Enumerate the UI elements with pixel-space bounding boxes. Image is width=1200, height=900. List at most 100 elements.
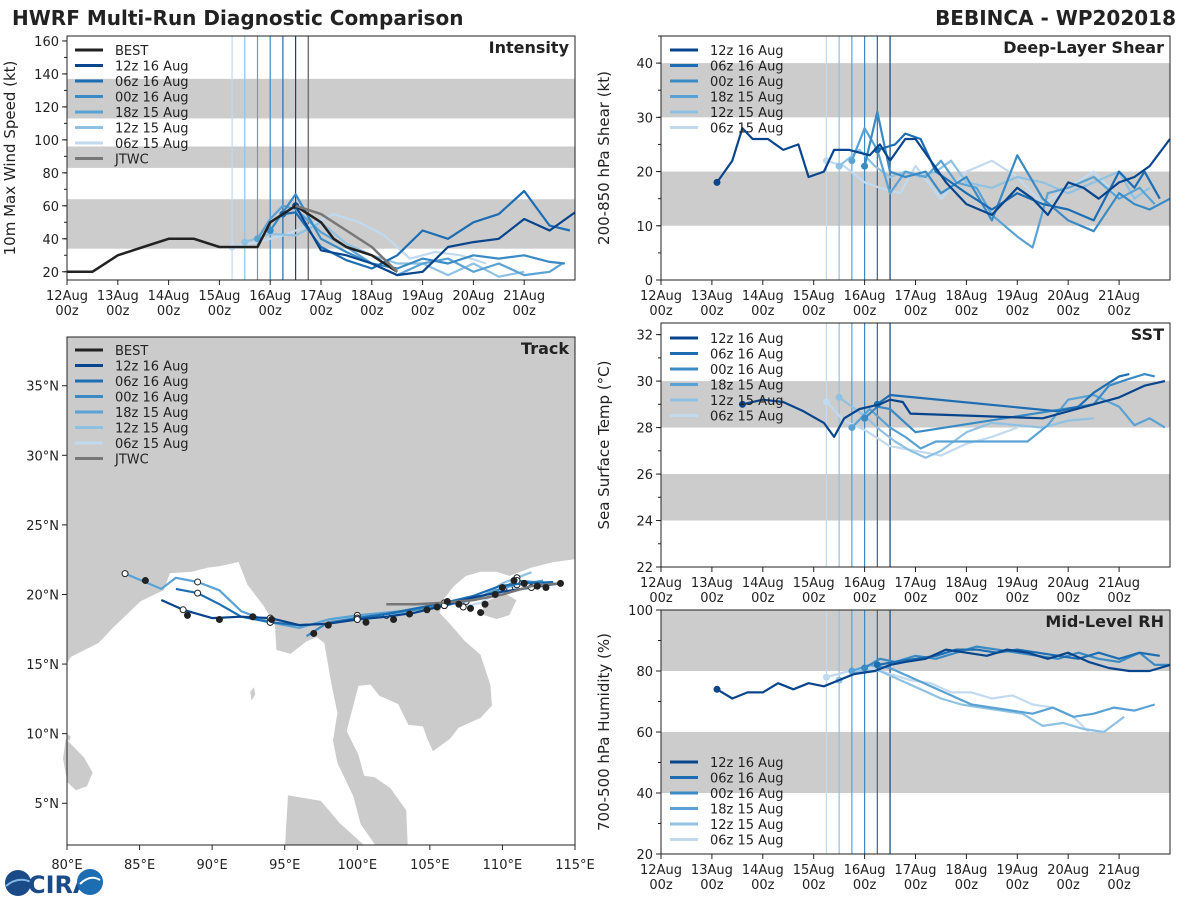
x-tick-label: 14Aug 00z [742, 576, 784, 606]
x-tick-label: 15Aug 00z [793, 289, 835, 319]
series-start-point [254, 235, 261, 243]
y-tick-label: 40 [636, 787, 653, 802]
x-tick-date: 19Aug [996, 289, 1038, 304]
plot-frame [66, 336, 576, 846]
x-tick-label: 17Aug 00z [895, 863, 937, 893]
x-tick-date: 15Aug [198, 289, 240, 304]
legend-label: 12z 15 Aug [710, 394, 784, 409]
series-line [716, 127, 1171, 216]
y-tick-label: 40 [636, 57, 653, 72]
legend-label: 06z 16 Aug [710, 60, 784, 75]
lat-label: 5°N [35, 797, 60, 812]
x-tick-label: 14Aug 00z [742, 289, 784, 319]
x-tick-hour: 00z [259, 304, 283, 319]
legend-label: 18z 15 Aug [710, 91, 784, 106]
best-track-point [268, 616, 276, 624]
x-tick-date: 19Aug [402, 289, 444, 304]
logo-badge-wave-icon [79, 876, 101, 885]
y-axis-label: Sea Surface Temp (°C) [595, 360, 613, 529]
x-tick-date: 18Aug [945, 289, 987, 304]
x-tick-date: 16Aug [249, 289, 291, 304]
x-tick-label: 16Aug 00z [249, 289, 291, 319]
x-tick-label: 15Aug 00z [793, 576, 835, 606]
series-line [838, 396, 1094, 459]
x-tick-date: 21Aug [1098, 863, 1140, 878]
x-tick-label: 19Aug 00z [996, 863, 1038, 893]
x-tick-label: 12Aug 00z [640, 289, 682, 319]
x-tick-date: 16Aug [844, 289, 886, 304]
best-track-point [491, 590, 499, 598]
x-tick-label: 12Aug 00z [46, 289, 88, 319]
x-tick-label: 13Aug 00z [97, 289, 139, 319]
series-start-point [713, 178, 721, 186]
x-tick-date: 18Aug [351, 289, 393, 304]
x-tick-label: 21Aug 00z [1098, 863, 1140, 893]
series-start-point [861, 162, 869, 170]
x-tick-label: 15Aug 00z [793, 863, 835, 893]
best-track-point [510, 577, 518, 585]
x-tick-label: 12Aug 00z [640, 863, 682, 893]
best-track-point [324, 621, 332, 629]
y-axis-label: 10m Max Wind Speed (kt) [1, 61, 19, 256]
x-tick-date: 19Aug [996, 863, 1038, 878]
x-tick-label: 17Aug 00z [895, 289, 937, 319]
x-tick-hour: 00z [513, 304, 537, 319]
x-tick-date: 15Aug [793, 576, 835, 591]
x-tick-hour: 00z [955, 304, 979, 319]
y-tick-label: 22 [636, 561, 653, 576]
y-tick-label: 120 [34, 101, 59, 116]
legend-label: 12z 16 Aug [710, 756, 784, 771]
x-tick-hour: 00z [1006, 878, 1030, 893]
y-tick-label: 40 [42, 233, 59, 248]
series-start-point [861, 414, 869, 422]
x-tick-hour: 00z [700, 878, 724, 893]
lon-label: 100°E [338, 858, 378, 873]
x-tick-hour: 00z [649, 878, 673, 893]
x-tick-label: 20Aug 00z [452, 289, 494, 319]
x-tick-label: 13Aug 00z [691, 576, 733, 606]
x-tick-date: 18Aug [945, 863, 987, 878]
x-tick-label: 16Aug 00z [844, 863, 886, 893]
x-tick-hour: 00z [853, 591, 877, 606]
legend-label: 06z 15 Aug [710, 410, 784, 425]
x-tick-date: 19Aug [996, 576, 1038, 591]
x-tick-label: 20Aug 00z [1047, 863, 1089, 893]
best-track-point [215, 616, 223, 624]
x-tick-label: 17Aug 00z [895, 576, 937, 606]
x-tick-date: 17Aug [300, 289, 342, 304]
y-tick-label: 140 [34, 68, 59, 83]
panel-title: Intensity [489, 38, 570, 57]
best-track-point [249, 613, 257, 621]
best-track-point [443, 597, 451, 605]
y-tick-label: 100 [628, 604, 653, 619]
x-tick-date: 13Aug [691, 289, 733, 304]
x-tick-label: 17Aug 00z [300, 289, 342, 319]
x-tick-label: 12Aug 00z [640, 576, 682, 606]
best-track-point [141, 577, 149, 585]
x-tick-hour: 00z [904, 304, 928, 319]
y-tick-label: 28 [636, 422, 653, 437]
y-tick-label: 60 [636, 726, 653, 741]
jtwc-forecast-line [295, 204, 399, 273]
cira-logo: CIRA [5, 869, 103, 899]
legend-label: 12z 15 Aug [710, 106, 784, 121]
x-tick-label: 21Aug 00z [1098, 576, 1140, 606]
x-tick-hour: 00z [700, 591, 724, 606]
best-track-point [423, 606, 431, 614]
x-tick-hour: 00z [106, 304, 130, 319]
logo-swoosh-icon [5, 878, 32, 887]
jtwc-track-line [386, 582, 561, 606]
series-start-point [873, 661, 881, 669]
best-track-point [455, 600, 463, 608]
x-tick-label: 18Aug 00z [351, 289, 393, 319]
x-tick-date: 20Aug [1047, 289, 1089, 304]
x-tick-date: 17Aug [895, 289, 937, 304]
y-tick-label: 60 [42, 200, 59, 215]
shaded-band [661, 732, 1170, 793]
x-tick-label: 21Aug 00z [1098, 289, 1140, 319]
lat-label: 20°N [26, 588, 59, 603]
